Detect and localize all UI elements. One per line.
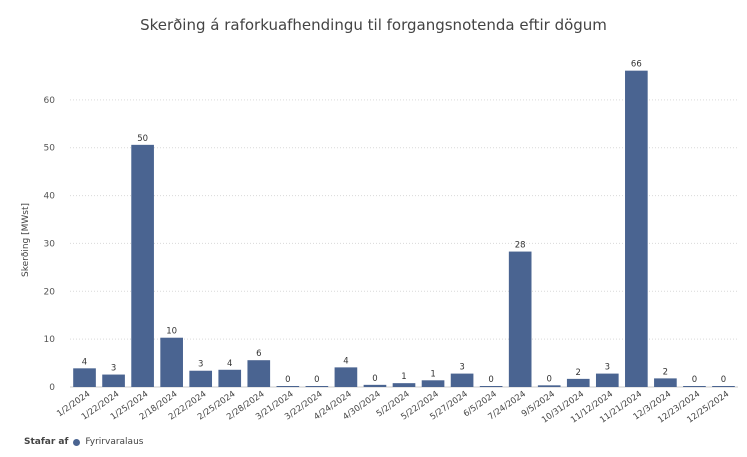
legend: Stafar af Fyrirvaralaus <box>24 437 143 447</box>
legend-title: Stafar af <box>24 437 69 447</box>
data-label: 2 <box>663 367 668 377</box>
bar[interactable] <box>566 378 590 387</box>
y-tick-label: 30 <box>44 239 56 249</box>
bar[interactable] <box>450 373 474 387</box>
bar[interactable] <box>160 337 183 387</box>
bar[interactable] <box>392 383 416 387</box>
bar[interactable] <box>189 370 213 387</box>
bar[interactable] <box>479 386 503 387</box>
y-tick-label: 10 <box>44 335 56 345</box>
bar[interactable] <box>421 380 445 387</box>
data-label: 1 <box>401 372 406 382</box>
data-label: 3 <box>111 364 116 374</box>
data-label: 3 <box>198 360 203 370</box>
data-label: 10 <box>166 327 177 337</box>
y-tick-label: 50 <box>44 144 56 154</box>
data-label: 3 <box>459 363 464 373</box>
bar[interactable] <box>305 386 329 387</box>
bar[interactable] <box>595 373 619 387</box>
y-tick-label: 20 <box>44 287 56 297</box>
data-label: 3 <box>605 363 610 373</box>
data-label: 0 <box>692 375 697 385</box>
data-label: 0 <box>314 375 319 385</box>
data-label: 50 <box>137 134 148 144</box>
bar[interactable] <box>218 369 242 387</box>
chart-title: Skerðing á raforkuafhendingu til forgang… <box>140 16 607 34</box>
data-label: 0 <box>285 375 290 385</box>
bar[interactable] <box>625 70 648 388</box>
bar[interactable] <box>654 378 677 387</box>
data-label: 1 <box>430 369 435 379</box>
data-label: 2 <box>576 368 581 378</box>
bar[interactable] <box>276 386 300 387</box>
bar[interactable] <box>247 360 271 387</box>
data-label: 4 <box>227 359 232 369</box>
bar[interactable] <box>537 385 561 387</box>
data-label: 4 <box>343 356 348 366</box>
data-label: 0 <box>547 374 552 384</box>
bar[interactable] <box>334 367 358 387</box>
data-label: 4 <box>82 357 87 367</box>
legend-item-label[interactable]: Fyrirvaralaus <box>85 437 144 447</box>
bar[interactable] <box>131 144 154 387</box>
y-tick-label: 40 <box>44 192 56 202</box>
bar[interactable] <box>508 251 532 387</box>
y-tick-label: 0 <box>49 383 55 393</box>
legend-swatch <box>73 438 81 446</box>
data-label: 66 <box>631 60 642 70</box>
bar[interactable] <box>712 386 735 387</box>
bar[interactable] <box>683 386 706 387</box>
bar[interactable] <box>73 368 96 387</box>
bar[interactable] <box>102 374 125 387</box>
data-label: 0 <box>488 375 493 385</box>
y-tick-label: 60 <box>44 96 56 106</box>
data-label: 6 <box>256 349 261 359</box>
data-label: 0 <box>372 374 377 384</box>
data-label: 28 <box>515 241 526 251</box>
bar[interactable] <box>363 384 387 387</box>
data-label: 0 <box>721 375 726 385</box>
